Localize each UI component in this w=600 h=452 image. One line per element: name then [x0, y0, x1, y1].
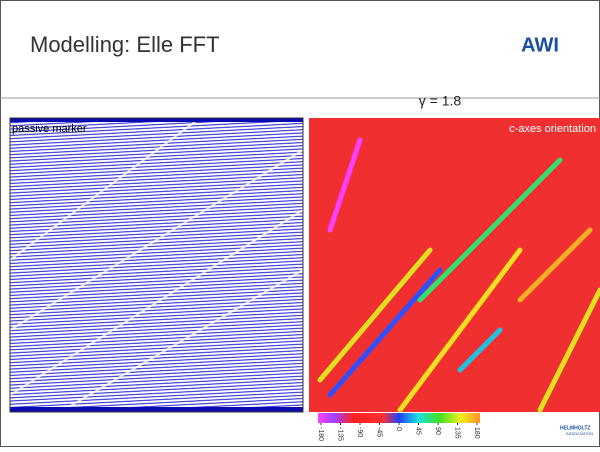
colorbar-tick-label: 0	[395, 427, 402, 431]
colorbar	[318, 413, 480, 423]
strain-label: γ = 1.8	[419, 93, 462, 109]
passive-marker-image	[10, 118, 303, 412]
colorbar-tick-label: 45	[415, 427, 422, 435]
colorbar-tick-label: 180	[473, 427, 480, 439]
c-axes-image	[309, 118, 600, 412]
awi-logo: AWI	[521, 34, 559, 56]
colorbar-tick-label: -90	[356, 427, 363, 437]
panel-label: c-axes orientation	[509, 123, 596, 135]
panel-label: passive marker	[12, 123, 87, 135]
colorbar-tick-label: -180	[317, 427, 324, 441]
colorbar-tick-label: -45	[376, 427, 383, 437]
helmholtz-sublogo: ASSOCIATION	[566, 431, 593, 436]
colorbar-tick-label: 90	[434, 427, 441, 435]
colorbar-tick-label: -135	[337, 427, 344, 441]
slide: Modelling: Elle FFT AWI γ = 1.8 passive …	[0, 0, 600, 447]
colorbar-tick-label: 135	[454, 427, 461, 439]
slide-title: Modelling: Elle FFT	[30, 32, 220, 57]
